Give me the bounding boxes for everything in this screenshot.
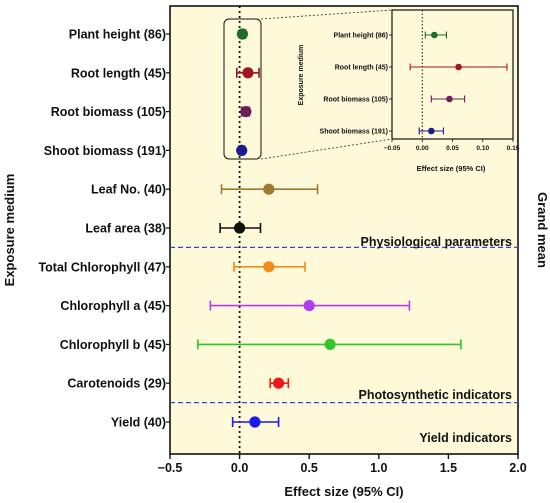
- row-label: Leaf No. (40): [91, 183, 166, 197]
- inset-effect-point: [455, 63, 462, 71]
- row-label: Chlorophyll a (45): [60, 299, 166, 313]
- row-label: Yield (40): [111, 416, 166, 430]
- x-tick-label: 1.0: [370, 461, 387, 475]
- inset-x-axis-label: Effect size (95% CI): [417, 164, 486, 173]
- right-axis-label: Grand mean: [535, 192, 550, 268]
- x-tick-label: 0.5: [301, 461, 318, 475]
- effect-point: [303, 300, 315, 312]
- inset-y-axis-label: Exposure medium: [298, 45, 305, 106]
- group-label-photosynthetic: Photosynthetic indicators: [359, 388, 513, 402]
- effect-point: [242, 67, 254, 79]
- row-label: Carotenoids (29): [67, 377, 166, 391]
- inset-x-tick-label: 0.00: [416, 145, 429, 152]
- inset-row-label: Root biomass (105): [323, 97, 388, 104]
- zoom-callout-box: [223, 18, 262, 160]
- inset-effect-point: [446, 95, 453, 103]
- effect-point: [263, 183, 275, 195]
- row-label: Chlorophyll b (45): [60, 338, 166, 352]
- effect-point: [249, 416, 261, 428]
- x-tick-label: 2.0: [509, 461, 526, 475]
- group-label-yield: Yield indicators: [419, 431, 512, 445]
- row-label: Shoot biomass (191): [44, 144, 166, 158]
- x-tick-label: 1.5: [440, 461, 457, 475]
- effect-point: [240, 106, 252, 118]
- row-label: Root length (45): [71, 66, 166, 80]
- inset-x-tick-label: 0.10: [476, 145, 489, 152]
- inset-effect-point: [431, 31, 438, 39]
- group-label-physiological: Physiological parameters: [361, 235, 513, 249]
- x-tick-label: −0.5: [158, 461, 183, 475]
- row-label: Leaf area (38): [85, 222, 166, 236]
- inset-x-tick-label: 0.05: [446, 145, 459, 152]
- effect-point: [236, 28, 248, 40]
- x-tick-label: 0.0: [231, 461, 248, 475]
- inset-row-label: Shoot biomass (191): [320, 129, 388, 136]
- effect-point: [324, 338, 336, 350]
- inset-x-tick-label: 0.15: [507, 145, 520, 152]
- effect-point: [272, 377, 285, 389]
- effect-point: [236, 144, 248, 156]
- y-axis-label: Exposure medium: [2, 174, 17, 287]
- inset-x-tick-label: −0.05: [384, 145, 401, 152]
- inset-row-label: Plant height (86): [334, 33, 388, 40]
- inset-row-label: Root length (45): [335, 65, 388, 72]
- inset-effect-point: [428, 127, 435, 135]
- zoom-connector-top: [260, 9, 393, 20]
- row-label: Root biomass (105): [51, 105, 166, 119]
- inset-plot-area: [391, 9, 514, 140]
- row-label: Total Chlorophyll (47): [38, 260, 166, 274]
- x-axis-label: Effect size (95% CI): [284, 484, 403, 499]
- effect-point: [234, 222, 246, 234]
- effect-point: [263, 261, 275, 273]
- row-label: Plant height (86): [69, 28, 166, 42]
